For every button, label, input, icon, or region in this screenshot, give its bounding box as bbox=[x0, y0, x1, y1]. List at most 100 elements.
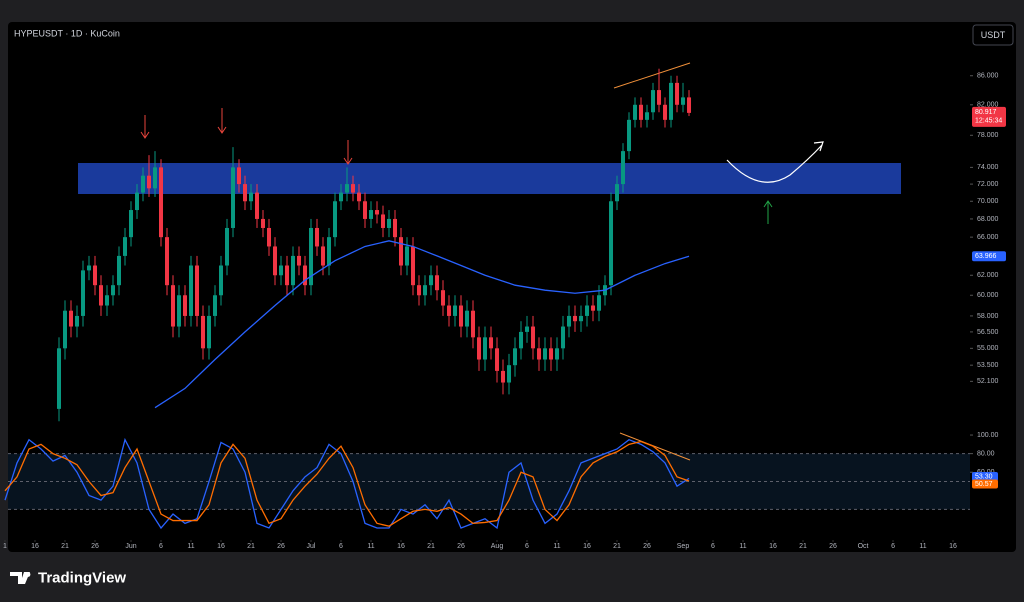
y-tick-label: 60.000 bbox=[977, 292, 999, 299]
candle-body bbox=[585, 305, 590, 316]
up-arrow bbox=[763, 200, 773, 224]
candle-body bbox=[207, 315, 212, 349]
x-tick-label: 21 bbox=[613, 543, 621, 550]
candle-body bbox=[519, 331, 524, 349]
candle-body bbox=[447, 305, 452, 316]
trendline bbox=[619, 432, 691, 461]
x-tick-label: 21 bbox=[427, 543, 435, 550]
y-tick-label: 86.000 bbox=[977, 73, 999, 80]
candle-body bbox=[183, 295, 188, 316]
x-tick-label: 11 bbox=[367, 543, 374, 550]
osc-value-box bbox=[972, 479, 998, 489]
x-tick-label: 26 bbox=[829, 543, 837, 550]
osc-value-box bbox=[972, 471, 998, 481]
brand-name: TradingView bbox=[38, 569, 126, 586]
x-tick-label: 21 bbox=[799, 543, 807, 550]
candle-body bbox=[411, 246, 416, 286]
candle-body bbox=[303, 265, 308, 286]
y-tick-label: 52.100 bbox=[977, 378, 999, 385]
brand-logo-dot bbox=[25, 572, 31, 577]
down-arrows bbox=[140, 108, 353, 165]
candle-body bbox=[495, 348, 500, 371]
quote-button-label[interactable]: USDT bbox=[981, 30, 1006, 40]
candle-body bbox=[489, 337, 494, 349]
candle-body bbox=[369, 210, 374, 219]
candle-body bbox=[279, 265, 284, 276]
x-tick-label: 26 bbox=[277, 543, 285, 550]
candle-body bbox=[249, 192, 254, 202]
y-tick-label: 56.500 bbox=[977, 329, 999, 336]
x-tick-label: 26 bbox=[91, 543, 99, 550]
candle-body bbox=[99, 285, 104, 306]
candle-body bbox=[537, 348, 542, 360]
y-tick-label: 55.000 bbox=[977, 345, 999, 352]
x-tick-label: 1 bbox=[3, 543, 7, 550]
candle-body bbox=[81, 270, 86, 316]
candle-body bbox=[129, 210, 134, 238]
x-tick-label: 21 bbox=[247, 543, 255, 550]
candle-body bbox=[687, 97, 692, 113]
candle-body bbox=[363, 201, 368, 219]
osc-value-label: 50.57 bbox=[975, 481, 993, 488]
candle-body bbox=[357, 192, 362, 202]
y-tick-label: 53.500 bbox=[977, 362, 999, 369]
x-tick-label: 16 bbox=[31, 543, 39, 550]
osc-y-tick-label: 80.00 bbox=[977, 450, 995, 457]
chart-title: HYPEUSDT · 1D · KuCoin bbox=[14, 28, 120, 38]
candle-body bbox=[483, 337, 488, 360]
candle-body bbox=[75, 315, 80, 327]
osc-y-tick-label: 100.00 bbox=[977, 432, 999, 439]
candle-body bbox=[681, 97, 686, 105]
y-tick-label: 82.000 bbox=[977, 102, 999, 109]
candle-body bbox=[663, 104, 668, 120]
candle-body bbox=[639, 104, 644, 120]
candle-body bbox=[453, 305, 458, 316]
candle-body bbox=[651, 90, 656, 113]
candle-body bbox=[135, 192, 140, 211]
candle-body bbox=[219, 265, 224, 296]
x-tick-label: 26 bbox=[457, 543, 465, 550]
candle-body bbox=[417, 285, 422, 296]
y-tick-label: 66.000 bbox=[977, 234, 999, 241]
brand-logo bbox=[10, 572, 30, 584]
x-tick-label: 6 bbox=[711, 543, 715, 550]
x-tick-label: 21 bbox=[61, 543, 69, 550]
candle-body bbox=[111, 285, 116, 296]
quote-button[interactable] bbox=[972, 24, 1014, 46]
last-price-label: 80.917 bbox=[975, 109, 997, 116]
arrow bbox=[140, 115, 150, 139]
candle-body bbox=[591, 305, 596, 311]
candle-body bbox=[345, 184, 350, 193]
candle-body bbox=[321, 246, 326, 266]
line-series bbox=[154, 240, 690, 409]
y-tick-label: 58.000 bbox=[977, 313, 999, 320]
last-price-box bbox=[972, 106, 1006, 127]
candle-body bbox=[561, 326, 566, 349]
candle-body bbox=[243, 184, 248, 202]
candle-body bbox=[597, 295, 602, 311]
x-tick-label: 11 bbox=[187, 543, 194, 550]
candle-body bbox=[531, 326, 536, 349]
candle-body bbox=[123, 237, 128, 256]
x-tick-label: 16 bbox=[949, 543, 957, 550]
trendline bbox=[613, 62, 691, 89]
x-tick-label: 16 bbox=[583, 543, 591, 550]
candle-body bbox=[141, 175, 146, 193]
candle-body bbox=[159, 167, 164, 238]
x-tick-label: 11 bbox=[739, 543, 746, 550]
candle-body bbox=[309, 227, 314, 286]
candle-body bbox=[627, 119, 632, 152]
candle-body bbox=[573, 315, 578, 322]
x-tick-label: Oct bbox=[858, 543, 869, 550]
candle-body bbox=[429, 275, 434, 286]
ma-value-box bbox=[972, 251, 1006, 262]
candle-body bbox=[441, 290, 446, 306]
candle-body bbox=[147, 175, 152, 189]
y-tick-label: 62.000 bbox=[977, 272, 999, 279]
line-series bbox=[4, 437, 690, 530]
countdown: 12:45:34 bbox=[975, 118, 1002, 125]
ma-value-label: 63.966 bbox=[975, 253, 997, 260]
candle-body bbox=[171, 285, 176, 327]
candle-body bbox=[549, 348, 554, 360]
